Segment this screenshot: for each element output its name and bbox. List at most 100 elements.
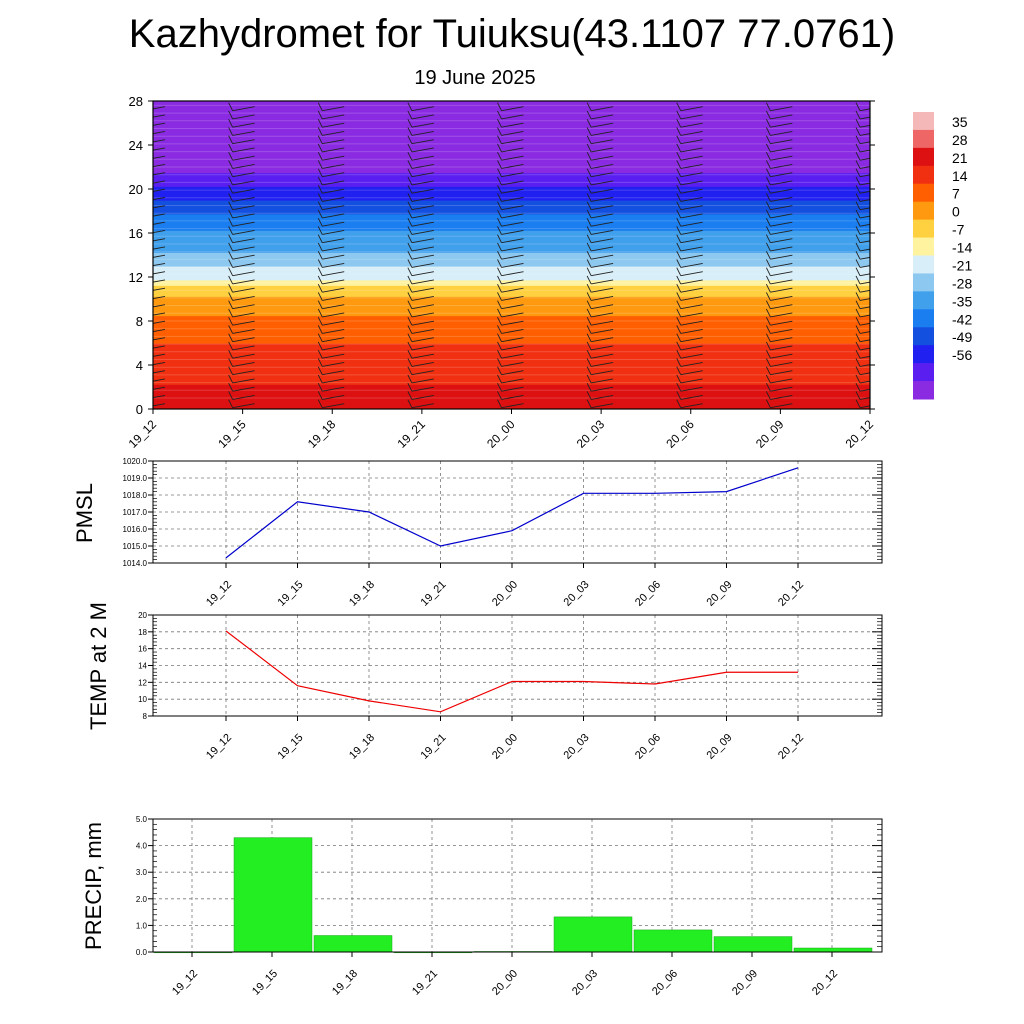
x-tick-label: 20_00 (490, 968, 520, 998)
y-axis-label: PRECIP, mm (81, 822, 106, 950)
wind-barb (765, 358, 793, 367)
wind-barb (855, 201, 870, 211)
wind-barb (497, 275, 524, 285)
x-tick-label: 20_06 (633, 732, 663, 762)
y-tick-label: 1017.0 (123, 508, 148, 517)
wind-barb (317, 143, 345, 153)
wind-barb (855, 333, 870, 343)
wind-barb (153, 337, 166, 341)
wind-barb (153, 296, 166, 300)
wind-barb (228, 118, 255, 128)
heatmap-band (153, 172, 870, 176)
wind-barb (676, 308, 703, 318)
wind-barb (153, 164, 166, 168)
wind-barb (407, 176, 434, 186)
wind-barb (317, 160, 345, 169)
wind-barb (228, 127, 255, 136)
y-axis-label: TEMP at 2 M (86, 602, 111, 730)
heatmap-band (153, 384, 870, 388)
wind-barb (676, 341, 703, 351)
temperature-wind-cross-section: 0 4 8 12 16 20 24 28 19_12 19_15 19_18 19_21 20_00 20… (126, 94, 877, 451)
precip-bar (313, 935, 393, 953)
x-tick-label: 20_12 (776, 579, 806, 609)
wind-barb (497, 201, 524, 211)
heatmap-band (153, 365, 870, 369)
wind-barb (586, 151, 614, 161)
wind-barb (407, 349, 434, 359)
heatmap-band (153, 224, 870, 229)
wind-barb (855, 366, 870, 376)
y-tick-label: 1014.0 (123, 559, 148, 568)
wind-barb (855, 226, 870, 235)
wind-barb (317, 399, 345, 409)
y-tick-label: 16 (138, 645, 147, 654)
x-tick-label: 19_18 (330, 968, 360, 998)
colorbar-label: -42 (952, 311, 972, 327)
wind-barb (317, 102, 345, 112)
wind-barb (497, 151, 524, 161)
heatmap-band (153, 186, 870, 190)
wind-barb (497, 110, 524, 120)
y-tick-label: 8 (143, 712, 148, 721)
heatmap-band (153, 260, 870, 264)
wind-barb (228, 341, 255, 351)
x-tick-label: 20_09 (705, 732, 735, 762)
heatmap-band (153, 312, 870, 317)
wind-barb (765, 127, 793, 136)
heatmap-band (153, 257, 870, 262)
y-tick-label: 18 (138, 628, 147, 637)
x-tick-label: 19_21 (419, 579, 449, 609)
wind-barb (765, 151, 793, 161)
wind-barb (586, 382, 614, 392)
wind-barb (676, 127, 703, 136)
wind-barb (855, 358, 870, 367)
heatmap-band (153, 337, 870, 341)
wind-barb (407, 308, 434, 318)
heatmap-band (153, 183, 870, 187)
heatmap-band (153, 202, 870, 207)
wind-barb (153, 304, 166, 308)
colorbar-segment (913, 129, 934, 149)
wind-barb (676, 143, 703, 153)
wind-barb (228, 110, 255, 120)
temp-2m-chart: 8 10 12 14 16 18 20 19_12 19_15 19_18 19_21 20_00 20… (86, 602, 883, 762)
wind-barb (765, 267, 793, 277)
wind-barb (765, 184, 793, 194)
y-tick-label: 3.0 (136, 868, 148, 877)
wind-barb (153, 205, 166, 209)
wind-barb (765, 193, 793, 202)
wind-barb (228, 325, 255, 334)
wind-barb (676, 333, 703, 343)
precip-bar (553, 916, 633, 953)
y-tick-label: 1018.0 (123, 491, 148, 500)
wind-barb (407, 102, 434, 112)
wind-barb (676, 316, 703, 326)
x-tick-label: 19_18 (347, 579, 377, 609)
wind-barb (765, 226, 793, 235)
heatmap-band (153, 167, 870, 171)
wind-barb (765, 349, 793, 359)
wind-barb (407, 399, 434, 409)
y-tick-label: 0 (136, 402, 143, 417)
wind-barb (407, 391, 434, 400)
wind-barb (855, 267, 870, 277)
wind-barb (228, 333, 255, 343)
heatmap-band (153, 304, 870, 308)
wind-barb (407, 300, 434, 310)
wind-barb (676, 275, 703, 285)
wind-barb (497, 234, 524, 244)
y-tick-label: 1016.0 (123, 525, 148, 534)
wind-barb (153, 106, 166, 110)
wind-barb (765, 102, 793, 112)
colorbar-label: 28 (952, 132, 968, 148)
wind-barb (676, 259, 703, 268)
wind-barb (676, 217, 703, 227)
heatmap-band (153, 147, 870, 152)
wind-barb (153, 147, 166, 151)
wind-barb (676, 349, 703, 359)
plot-frame (152, 818, 883, 953)
wind-barb (676, 209, 703, 219)
wind-barb (676, 325, 703, 334)
wind-barb (497, 366, 524, 376)
heatmap-band (153, 274, 870, 278)
